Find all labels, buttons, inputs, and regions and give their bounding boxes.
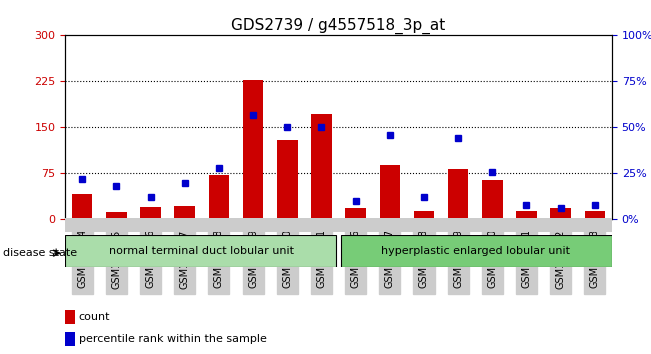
Text: hyperplastic enlarged lobular unit: hyperplastic enlarged lobular unit — [381, 246, 570, 256]
Bar — [106, 212, 126, 219]
Text: count: count — [79, 312, 110, 322]
Bar — [516, 211, 536, 219]
Bar — [482, 179, 503, 219]
Bar — [448, 169, 468, 219]
Bar — [380, 165, 400, 219]
Bar — [140, 207, 161, 219]
Bar — [243, 80, 263, 219]
Bar — [65, 235, 337, 267]
Bar — [585, 211, 605, 219]
Bar — [340, 235, 612, 267]
Bar — [413, 211, 434, 219]
Bar — [65, 310, 75, 324]
Bar — [72, 194, 92, 219]
Bar — [311, 114, 331, 219]
Bar — [208, 175, 229, 219]
Text: disease state: disease state — [3, 248, 77, 258]
Bar — [277, 140, 298, 219]
Bar — [345, 209, 366, 219]
Bar — [174, 206, 195, 219]
Text: normal terminal duct lobular unit: normal terminal duct lobular unit — [109, 246, 294, 256]
Title: GDS2739 / g4557518_3p_at: GDS2739 / g4557518_3p_at — [231, 18, 446, 34]
Bar — [550, 209, 571, 219]
Bar — [65, 332, 75, 346]
Text: percentile rank within the sample: percentile rank within the sample — [79, 334, 267, 344]
